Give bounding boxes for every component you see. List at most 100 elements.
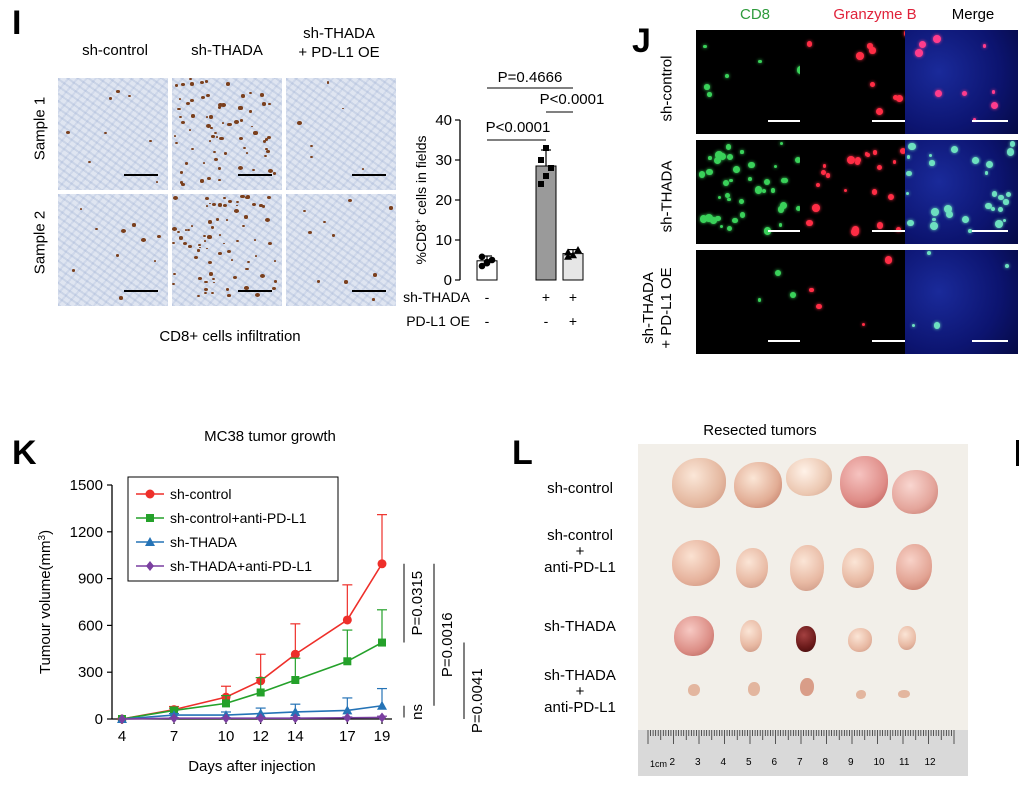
stained-cell xyxy=(218,252,222,256)
stained-cell xyxy=(310,155,314,159)
fluorescent-cell xyxy=(991,191,998,197)
if-image-merge-sh-control xyxy=(905,30,1018,134)
legend-marker xyxy=(146,514,154,522)
stained-cell xyxy=(187,228,190,231)
fluorescent-cell xyxy=(852,225,859,233)
fluorescent-cell xyxy=(714,151,723,160)
stained-cell xyxy=(153,259,157,262)
stained-cell xyxy=(238,165,244,170)
panel-j-label: J xyxy=(632,22,651,60)
stained-cell xyxy=(209,140,212,142)
legend-entry: sh-THADA+anti-PD-L1 xyxy=(170,558,312,574)
stained-cell xyxy=(264,218,270,223)
fluorescent-cell xyxy=(950,146,958,154)
stained-cell xyxy=(372,273,378,277)
fluorescent-cell xyxy=(1002,218,1007,223)
stained-cell xyxy=(211,291,214,294)
stained-cell xyxy=(108,96,113,100)
stained-cell xyxy=(259,93,265,98)
stained-cell xyxy=(173,196,179,201)
data-point xyxy=(538,157,544,163)
fluorescent-cell xyxy=(764,178,770,185)
stained-cell xyxy=(248,110,252,113)
ruler-number: 11 xyxy=(899,757,910,768)
data-point xyxy=(488,256,496,264)
ruler-number: 4 xyxy=(720,757,727,768)
if-image-cd8-sh-thada-pdl1 xyxy=(696,250,814,354)
tumor-specimen xyxy=(740,620,762,652)
x-axis-label: Days after injection xyxy=(188,758,316,775)
stained-cell xyxy=(119,296,124,300)
ihc-image-sample2-sh-control xyxy=(58,194,168,306)
stained-cell xyxy=(174,84,178,87)
p-value-label: P=0.0315 xyxy=(409,571,426,636)
stained-cell xyxy=(245,151,248,154)
fluorescent-cell xyxy=(961,215,970,224)
fluorescent-cell xyxy=(929,160,935,166)
data-point xyxy=(378,638,386,647)
stained-cell xyxy=(203,287,209,292)
panel-i-caption: CD8+ cells infiltration xyxy=(159,328,301,345)
data-point xyxy=(377,559,387,569)
fluorescent-cell xyxy=(899,148,906,155)
y-tick-label: 600 xyxy=(78,617,103,634)
stained-cell xyxy=(174,134,177,137)
fluorescent-cell xyxy=(875,108,883,116)
row-label-j-sh-thada-pdl1: sh-THADA + PD-L1 OE xyxy=(640,267,675,349)
fluorescent-cell xyxy=(807,41,813,47)
legend: sh-control sh-control+anti-PD-L1 sh-THADA s… xyxy=(127,476,339,582)
fluorescent-cell xyxy=(867,43,873,49)
y-axis-label: Tumour volume(mm3) xyxy=(37,530,55,674)
stained-cell xyxy=(245,267,250,271)
y-tick-label: 40 xyxy=(435,112,452,129)
stained-cell xyxy=(251,168,255,172)
fluorescent-cell xyxy=(726,225,733,231)
fluorescent-cell xyxy=(812,203,820,212)
stained-cell xyxy=(202,161,206,164)
stained-cell xyxy=(205,115,208,118)
data-point xyxy=(478,253,486,261)
tumor-specimen xyxy=(840,456,888,508)
fluorescent-cell xyxy=(998,194,1004,200)
data-point xyxy=(342,615,352,625)
fluorescent-cell xyxy=(761,189,767,194)
p-value-label: P<0.0001 xyxy=(486,119,551,136)
fluorescent-cell xyxy=(854,156,862,164)
fluorescent-cell xyxy=(740,150,744,154)
x-tick-label: 19 xyxy=(374,728,391,745)
data-point xyxy=(543,173,549,179)
fluorescent-cell xyxy=(720,225,724,229)
stained-cell xyxy=(331,234,336,237)
fluorescent-cell xyxy=(715,215,722,222)
stained-cell xyxy=(250,125,253,128)
stained-cell xyxy=(210,225,215,229)
legend-entry: sh-control xyxy=(170,486,231,502)
tumor-specimen xyxy=(842,548,874,588)
fluorescent-cell xyxy=(815,182,820,188)
fluorescent-cell xyxy=(826,173,831,178)
fluorescent-cell xyxy=(907,219,914,227)
fluorescent-cell xyxy=(873,150,878,155)
fluorescent-cell xyxy=(888,194,895,201)
stained-cell xyxy=(178,115,183,119)
tumor-growth-line-chart: 0 300 600 900 1200 1500 4 7 10 12 14 17 19 Days after… xyxy=(37,476,486,775)
data-point xyxy=(574,246,582,253)
stained-cell xyxy=(190,225,194,227)
col-header-granzyme-b: Granzyme B xyxy=(833,6,917,23)
x-tick-label: 14 xyxy=(287,728,304,745)
stained-cell xyxy=(236,204,239,207)
stained-cell xyxy=(273,259,276,262)
fluorescent-cell xyxy=(908,142,916,150)
fluorescent-cell xyxy=(718,153,727,161)
stained-cell xyxy=(181,182,185,186)
fluorescent-cell xyxy=(722,180,730,187)
ruler-unit-label: 1cm xyxy=(650,759,668,769)
stained-cell xyxy=(253,131,258,135)
stained-cell xyxy=(156,234,162,239)
fluorescent-cell xyxy=(932,217,936,221)
stained-cell xyxy=(239,119,244,123)
stained-cell xyxy=(141,237,147,242)
fluorescent-cell xyxy=(990,206,996,211)
stained-cell xyxy=(184,228,188,231)
fluorescent-cell xyxy=(972,117,976,122)
